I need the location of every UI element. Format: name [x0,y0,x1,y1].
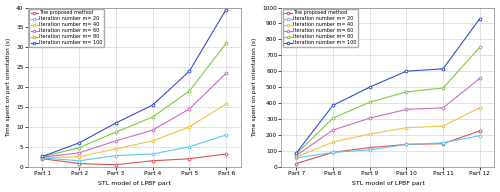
Iteration number m= 100 [440,68,446,70]
Line: Iteration number m= 40: Iteration number m= 40 [41,103,228,159]
Iteration number m= 20 [223,134,229,136]
Line: Iteration number m= 20: Iteration number m= 20 [295,134,481,159]
The proposed method [404,143,409,146]
The proposed method [186,158,192,160]
Iteration number m= 40 [150,140,156,142]
Iteration number m= 100 [150,104,156,106]
Line: Iteration number m= 100: Iteration number m= 100 [295,17,481,155]
Iteration number m= 20 [404,143,409,146]
The proposed method [330,151,336,154]
Iteration number m= 40 [366,133,372,135]
Iteration number m= 80 [366,101,372,103]
Iteration number m= 100 [40,155,46,157]
The proposed method [440,142,446,145]
The proposed method [293,162,299,165]
Iteration number m= 20 [113,154,119,157]
Iteration number m= 60 [440,107,446,109]
Iteration number m= 100 [330,104,336,107]
Iteration number m= 80 [404,91,409,93]
Iteration number m= 60 [76,152,82,154]
Iteration number m= 60 [477,77,483,79]
Iteration number m= 20 [40,157,46,159]
Iteration number m= 20 [330,151,336,154]
Iteration number m= 20 [150,153,156,155]
Iteration number m= 20 [186,146,192,148]
The proposed method [150,160,156,162]
Iteration number m= 40 [76,156,82,158]
Y-axis label: Time spent on part orientation (s): Time spent on part orientation (s) [6,37,10,137]
Iteration number m= 80 [477,46,483,49]
The proposed method [113,164,119,166]
Line: The proposed method: The proposed method [41,153,228,166]
Iteration number m= 40 [186,126,192,128]
The proposed method [477,130,483,132]
Iteration number m= 40 [223,103,229,105]
Iteration number m= 80 [150,116,156,118]
Line: The proposed method: The proposed method [295,130,481,165]
Iteration number m= 20 [477,135,483,137]
X-axis label: STL model of LPBF part: STL model of LPBF part [98,181,170,186]
The proposed method [223,153,229,155]
Iteration number m= 40 [440,125,446,127]
X-axis label: STL model of LPBF part: STL model of LPBF part [352,181,424,186]
Line: Iteration number m= 40: Iteration number m= 40 [295,106,481,159]
Iteration number m= 40 [40,156,46,159]
Iteration number m= 80 [113,131,119,133]
Iteration number m= 40 [330,141,336,143]
Legend: The proposed method, Iteration number m= 20, Iteration number m= 40, Iteration n: The proposed method, Iteration number m=… [29,9,104,47]
Iteration number m= 60 [40,156,46,158]
Legend: The proposed method, Iteration number m= 20, Iteration number m= 40, Iteration n: The proposed method, Iteration number m=… [283,9,358,47]
Iteration number m= 100 [186,70,192,72]
Iteration number m= 100 [477,17,483,20]
Iteration number m= 100 [113,122,119,124]
Iteration number m= 60 [150,129,156,131]
Iteration number m= 20 [366,149,372,151]
Iteration number m= 40 [113,148,119,150]
Iteration number m= 60 [330,129,336,131]
Iteration number m= 40 [293,156,299,158]
Line: Iteration number m= 80: Iteration number m= 80 [41,42,228,158]
The proposed method [366,146,372,149]
Iteration number m= 60 [186,108,192,110]
Iteration number m= 60 [223,72,229,74]
Iteration number m= 20 [293,157,299,159]
Line: Iteration number m= 60: Iteration number m= 60 [295,77,481,157]
Line: Iteration number m= 20: Iteration number m= 20 [41,133,228,162]
Iteration number m= 40 [477,107,483,109]
Iteration number m= 100 [223,8,229,11]
The proposed method [40,158,46,160]
Iteration number m= 80 [293,153,299,155]
Iteration number m= 60 [113,140,119,142]
Line: Iteration number m= 60: Iteration number m= 60 [41,72,228,159]
Iteration number m= 20 [76,160,82,162]
Iteration number m= 80 [76,146,82,149]
Iteration number m= 100 [366,86,372,88]
The proposed method [76,162,82,165]
Iteration number m= 100 [76,142,82,144]
Iteration number m= 100 [293,152,299,154]
Line: Iteration number m= 100: Iteration number m= 100 [41,8,228,158]
Iteration number m= 20 [440,142,446,144]
Iteration number m= 60 [404,108,409,111]
Iteration number m= 80 [330,117,336,119]
Line: Iteration number m= 80: Iteration number m= 80 [295,46,481,155]
Iteration number m= 100 [404,70,409,72]
Iteration number m= 80 [186,90,192,92]
Y-axis label: Time spent on part orientation (s): Time spent on part orientation (s) [252,37,257,137]
Iteration number m= 80 [223,42,229,45]
Iteration number m= 60 [366,117,372,119]
Iteration number m= 60 [293,154,299,157]
Iteration number m= 80 [40,156,46,158]
Iteration number m= 80 [440,87,446,89]
Iteration number m= 40 [404,127,409,129]
